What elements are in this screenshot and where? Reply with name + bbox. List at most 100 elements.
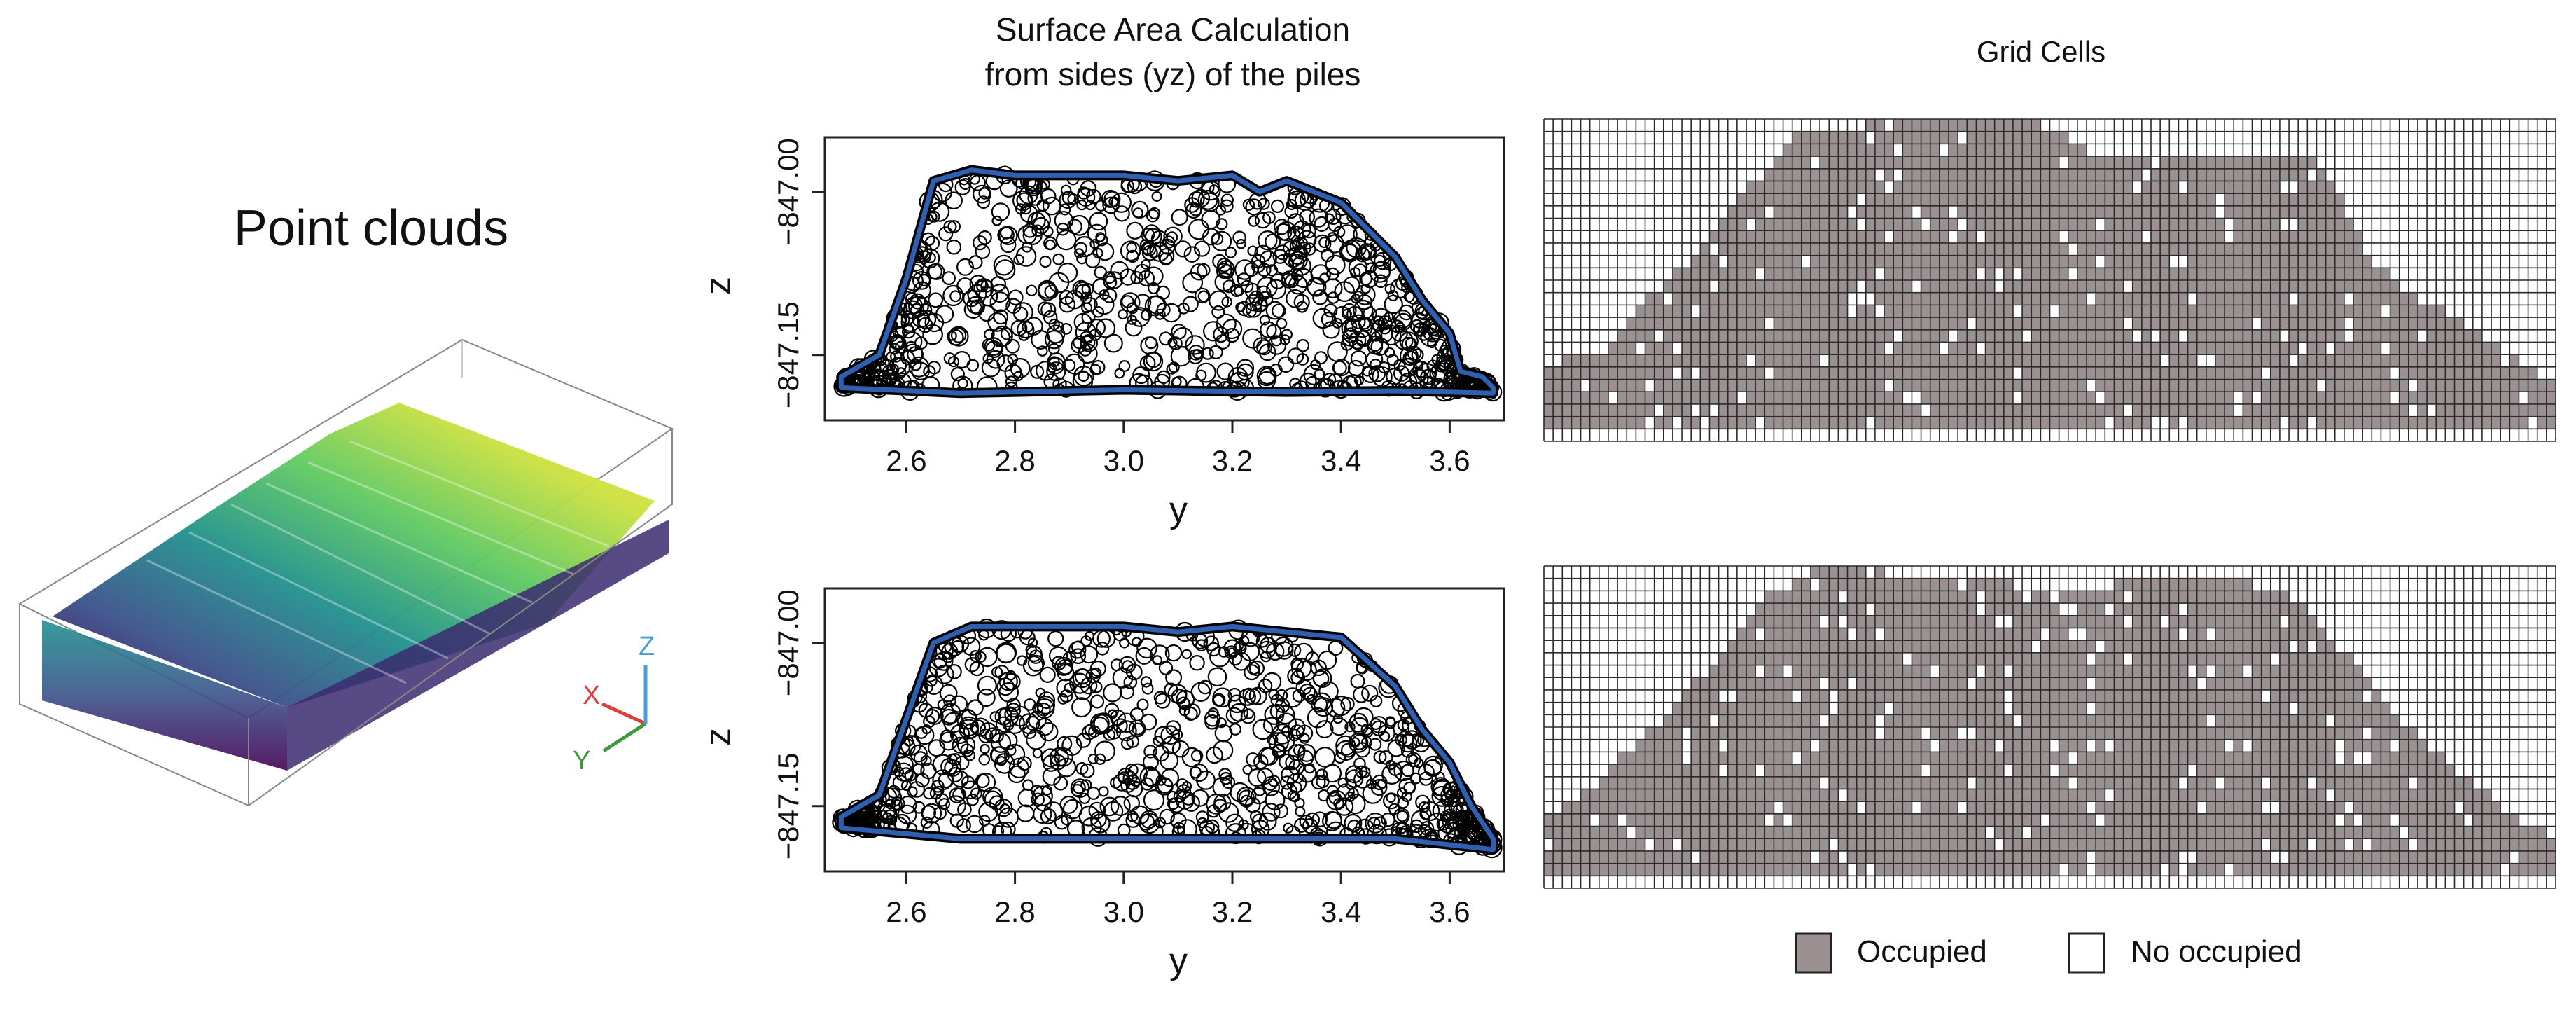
occupied-cell [2160,776,2170,790]
scatter-point [1209,290,1230,311]
scatter-point [1154,817,1167,829]
occupied-cell [2307,230,2318,244]
occupied-cell [2372,280,2382,294]
scatter-point [1332,305,1352,324]
occupied-cell [1912,776,1922,790]
occupied-cell [2325,181,2336,194]
occupied-cell [1617,789,1627,802]
occupied-cell [1856,714,1867,728]
occupied-cell [2077,354,2087,368]
occupied-cell [2225,416,2234,429]
occupied-cell [2334,193,2345,207]
scatter-point [1266,324,1282,340]
occupied-cell [1654,850,1664,864]
occupied-cell [2178,379,2189,392]
occupied-cell [1921,366,1931,380]
occupied-cell [2252,366,2262,380]
scatter-point [1195,639,1208,651]
occupied-cell [1902,727,1913,740]
scatter-point [1190,750,1204,762]
occupied-cell [1801,689,1811,703]
occupied-cell [1589,379,1600,392]
occupied-cell [1829,578,1839,591]
occupied-cell [2196,379,2207,392]
occupied-cell [2123,714,2133,728]
occupied-cell [1727,242,1738,256]
occupied-cell [1930,603,1940,616]
occupied-cell [1774,255,1784,268]
occupied-cell [1736,813,1747,827]
occupied-cell [2077,403,2087,417]
occupied-cell [2362,379,2372,392]
occupied-cell [1746,181,1756,194]
occupied-cell [2234,218,2243,231]
occupied-cell [2178,665,2189,678]
occupied-cell [2151,218,2161,231]
occupied-cell [1912,615,1922,629]
occupied-cell [1562,826,1573,839]
occupied-cell [2141,714,2152,728]
scatter-point [1368,365,1386,382]
occupied-cell [1874,578,1885,591]
occupied-cell [2481,403,2492,417]
occupied-cell [2289,379,2299,392]
occupied-cell [2316,305,2327,318]
occupied-cell [1912,863,1922,876]
scatter-point [1273,254,1295,275]
occupied-cell [1810,255,1820,268]
scatter-point [968,255,983,270]
occupied-cell [1672,850,1683,864]
occupied-cell [2169,342,2180,355]
occupied-cell [1682,292,1692,305]
occupied-cell [1893,416,1903,429]
occupied-cell [2215,181,2225,194]
occupied-cell [2289,342,2299,355]
occupied-cell [2399,292,2409,305]
occupied-cell [1939,392,1949,405]
occupied-cell [1847,714,1858,728]
occupied-cell [2105,168,2115,182]
occupied-cell [2114,354,2124,368]
occupied-cell [2031,416,2041,429]
occupied-cell [1718,863,1729,876]
occupied-cell [1645,403,1655,417]
occupied-cell [1884,144,1894,157]
occupied-cell [1820,329,1830,343]
occupied-cell [2417,403,2428,417]
occupied-cell [1921,230,1931,244]
occupied-cell [1820,268,1830,281]
occupied-cell [1700,826,1711,839]
occupied-cell [1783,801,1793,815]
occupied-cell [1893,366,1903,380]
occupied-cell [2151,752,2161,765]
scatter-point [990,327,1011,347]
scatter-point [952,736,969,754]
occupied-cell [2077,764,2087,778]
occupied-cell [1865,615,1876,629]
scatter-point [1032,216,1050,234]
occupied-cell [2077,416,2087,429]
occupied-cell [2289,193,2299,207]
occupied-cell [2234,416,2243,429]
occupied-cell [1985,591,1996,604]
occupied-cell [1976,205,1986,219]
scatter-point [1132,207,1143,219]
occupied-cell [1709,329,1720,343]
occupied-cell [1829,168,1839,182]
occupied-cell [1792,727,1802,740]
occupied-cell [1930,329,1940,343]
occupied-cell [2187,752,2198,765]
occupied-cell [1691,752,1701,765]
occupied-cell [1912,119,1922,132]
occupied-cell [1912,727,1922,740]
occupied-cell [1976,156,1986,170]
occupied-cell [2151,665,2161,678]
occupied-cell [2059,205,2069,219]
occupied-cell [1608,850,1618,864]
occupied-cell [2178,789,2189,802]
occupied-cell [1783,230,1793,244]
occupied-cell [1764,403,1775,417]
occupied-cell [2169,689,2180,703]
occupied-cell [1682,813,1692,827]
occupied-cell [1645,317,1655,331]
